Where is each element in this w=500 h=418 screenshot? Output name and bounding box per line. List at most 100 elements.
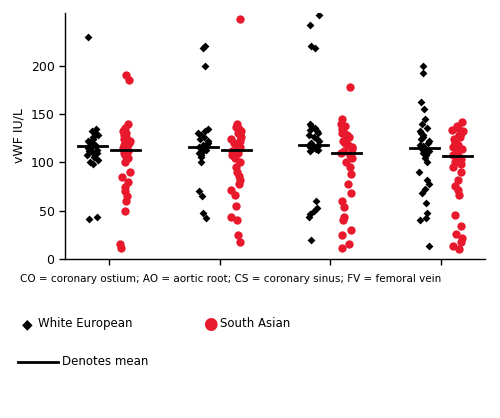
Point [227,136,235,143]
Point [120,132,128,139]
Point [201,128,209,135]
Point [422,200,430,206]
Point [416,128,424,135]
Point [338,116,346,122]
Point [314,130,322,137]
Point [234,145,242,152]
Point [196,188,203,195]
Point [204,138,212,145]
Point [418,120,426,127]
Point [313,136,321,143]
Point [450,212,458,218]
Point [454,142,462,148]
Point [204,125,212,132]
Point [314,12,322,19]
Point [306,22,314,28]
Point [342,136,350,143]
Point [124,178,132,185]
Point [198,145,206,152]
Point [451,138,459,145]
Point [449,151,457,158]
Point [341,140,349,146]
Point [121,207,129,214]
Point [423,176,431,183]
Point [122,144,130,150]
Point [232,123,240,130]
Point [424,140,432,146]
Point [306,120,314,127]
Point [233,217,241,224]
Point [234,149,242,156]
Point [306,43,314,50]
Point [338,125,346,132]
Point [306,126,314,133]
Point [450,140,458,146]
Point [338,244,346,251]
Text: White European: White European [38,317,132,331]
Point [90,142,98,148]
Point [313,204,321,211]
Point [237,134,245,140]
Point [86,159,94,166]
Point [126,138,134,145]
Point [422,209,430,216]
Point [198,209,206,216]
Point [419,134,427,140]
Point [120,142,128,148]
Point [310,207,318,214]
Text: CO = coronary ostium; AO = aortic root; CS = coronary sinus; FV = femoral vein: CO = coronary ostium; AO = aortic root; … [20,274,442,284]
Point [86,148,94,154]
Point [339,138,347,145]
Point [93,213,101,220]
Point [121,188,129,195]
Point [121,183,129,190]
Point [425,138,433,145]
Point [346,164,354,171]
Point [307,140,315,146]
Point [94,156,102,163]
Point [306,144,314,150]
Point [122,130,130,137]
Point [236,144,244,150]
Point [310,134,318,140]
Point [203,141,211,148]
Point [122,124,130,131]
Point [348,154,356,161]
Point [422,154,430,161]
Point [88,144,96,150]
Point [120,136,128,143]
Point [84,33,92,40]
Point [236,125,244,132]
Point [452,122,460,129]
Point [308,237,316,243]
Point [417,136,425,143]
Point [122,145,130,152]
Point [419,149,427,156]
Point [236,138,244,145]
Point [120,145,128,151]
Point [455,157,463,164]
Point [457,130,465,137]
Point [125,140,133,146]
Point [457,223,465,229]
Point [124,77,132,84]
Point [84,138,92,145]
Point [232,192,239,199]
Point [203,143,211,149]
Point [118,173,126,180]
Point [198,151,205,158]
Point [120,149,128,156]
Point [418,132,426,139]
Point [197,145,205,151]
Point [344,240,352,247]
Point [455,192,463,199]
Point [423,159,431,166]
Point [454,124,462,131]
Point [204,140,212,146]
Point [92,125,100,132]
Point [416,217,424,224]
Point [456,153,464,160]
Point [416,142,424,148]
Point [118,244,126,251]
Point [93,147,101,153]
